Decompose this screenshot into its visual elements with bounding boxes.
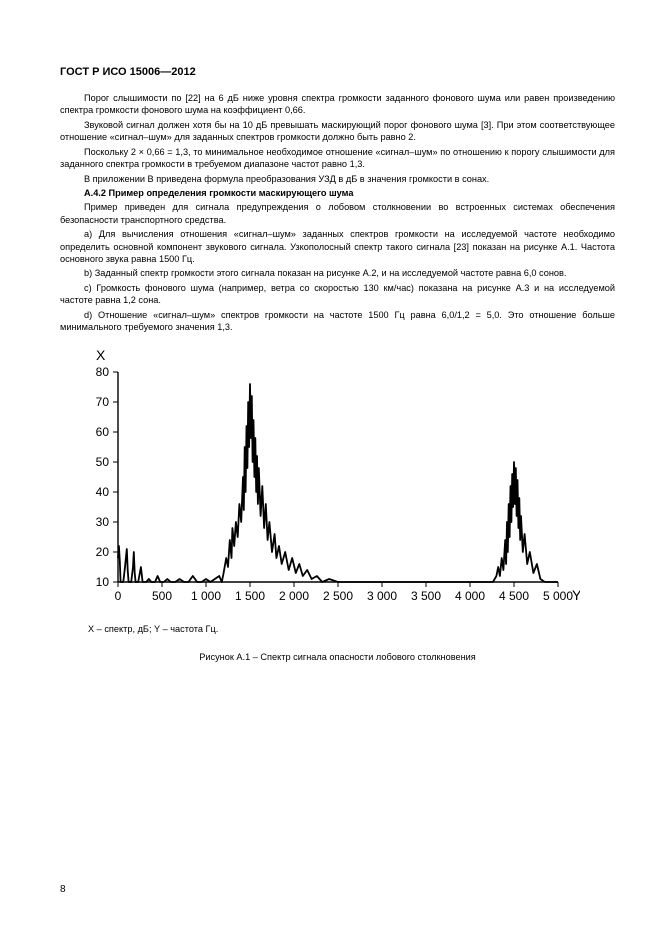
svg-text:0: 0 bbox=[115, 589, 122, 603]
svg-text:4 500: 4 500 bbox=[499, 589, 529, 603]
paragraph: Поскольку 2 × 0,66 = 1,3, то минимальное… bbox=[60, 146, 615, 171]
svg-text:50: 50 bbox=[96, 455, 110, 469]
paragraph: Звуковой сигнал должен хотя бы на 10 дБ … bbox=[60, 119, 615, 144]
svg-text:40: 40 bbox=[96, 485, 110, 499]
svg-text:X: X bbox=[96, 347, 106, 363]
svg-text:3 500: 3 500 bbox=[411, 589, 441, 603]
paragraph: В приложении B приведена формула преобра… bbox=[60, 173, 615, 185]
svg-text:4 000: 4 000 bbox=[455, 589, 485, 603]
document-header: ГОСТ Р ИСО 15006—2012 bbox=[60, 66, 615, 78]
page-number: 8 bbox=[60, 884, 66, 895]
figure-a1: 10 20 30 40 50 60 70 80 0 500 1 000 1 500 2 000 2 500… bbox=[60, 342, 615, 662]
spectrum-chart: 10 20 30 40 50 60 70 80 0 500 1 000 1 500 2 000 2 500… bbox=[60, 342, 580, 622]
svg-text:500: 500 bbox=[152, 589, 172, 603]
svg-text:60: 60 bbox=[96, 425, 110, 439]
paragraph: b) Заданный спектр громкости этого сигна… bbox=[60, 267, 615, 279]
svg-text:1 000: 1 000 bbox=[191, 589, 221, 603]
paragraph: A.4.2 Пример определения громкости маски… bbox=[60, 187, 615, 199]
svg-text:10: 10 bbox=[96, 575, 110, 589]
svg-text:20: 20 bbox=[96, 545, 110, 559]
svg-text:5 000: 5 000 bbox=[543, 589, 573, 603]
svg-text:2 000: 2 000 bbox=[279, 589, 309, 603]
axis-legend: X – спектр, дБ; Y – частота Гц. bbox=[88, 624, 615, 634]
paragraph: c) Громкость фонового шума (например, ве… bbox=[60, 282, 615, 307]
svg-text:30: 30 bbox=[96, 515, 110, 529]
body-text: Порог слышимости по [22] на 6 дБ ниже ур… bbox=[60, 92, 615, 336]
svg-text:70: 70 bbox=[96, 395, 110, 409]
svg-text:1 500: 1 500 bbox=[235, 589, 265, 603]
paragraph: Порог слышимости по [22] на 6 дБ ниже ур… bbox=[60, 92, 615, 117]
figure-caption: Рисунок A.1 – Спектр сигнала опасности л… bbox=[60, 652, 615, 662]
svg-text:Y: Y bbox=[572, 587, 580, 603]
paragraph: d) Отношение «сигнал–шум» спектров громк… bbox=[60, 309, 615, 334]
svg-text:2 500: 2 500 bbox=[323, 589, 353, 603]
svg-text:3 000: 3 000 bbox=[367, 589, 397, 603]
paragraph: Пример приведен для сигнала предупрежден… bbox=[60, 201, 615, 226]
svg-text:80: 80 bbox=[96, 365, 110, 379]
paragraph: a) Для вычисления отношения «сигнал–шум»… bbox=[60, 228, 615, 265]
